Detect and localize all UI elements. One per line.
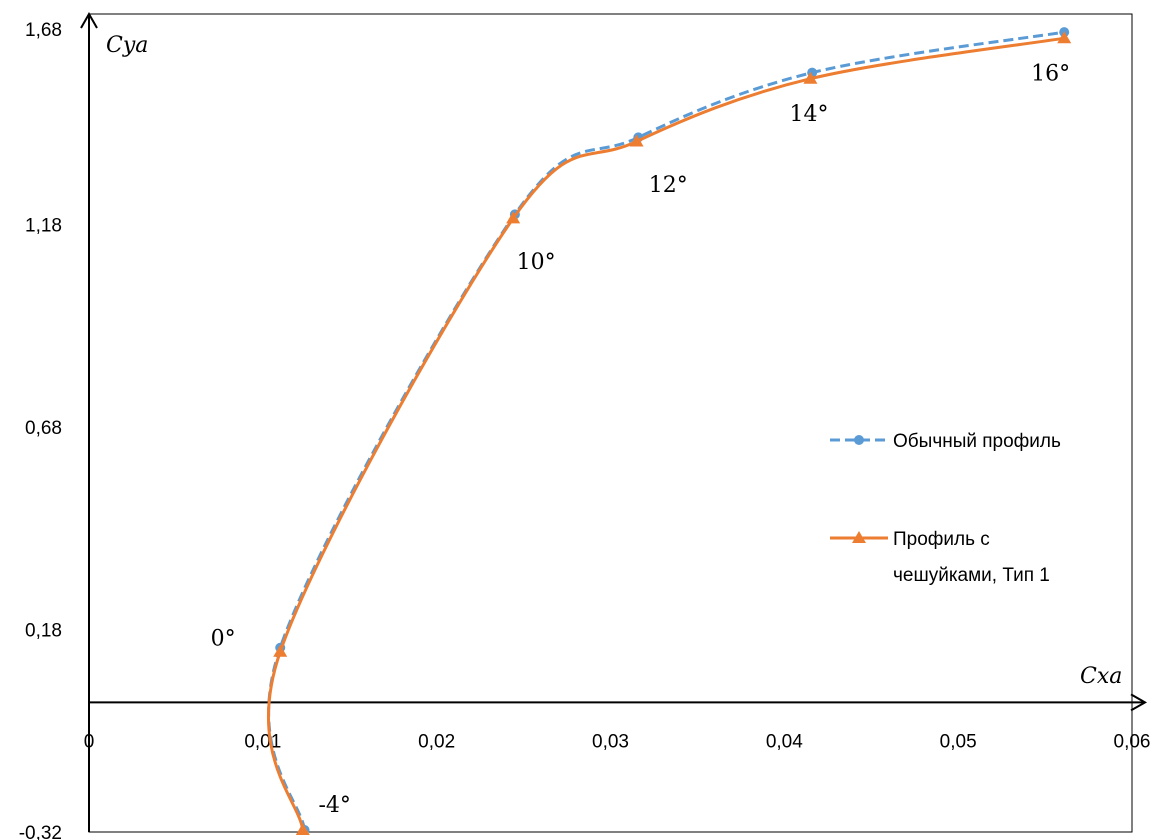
legend-label: чешуйками, Тип 1 xyxy=(893,565,1050,586)
angle-label: 12° xyxy=(649,173,688,198)
data-point xyxy=(1057,31,1072,44)
angle-label: 10° xyxy=(517,250,556,275)
y-tick-label: 1,18 xyxy=(25,216,62,237)
y-axis-title: Cya xyxy=(106,33,148,58)
data-point xyxy=(295,822,310,835)
series-line xyxy=(267,36,1065,831)
x-tick-label: 0,06 xyxy=(1114,731,1151,752)
y-axis-arrow xyxy=(80,11,98,29)
data-point xyxy=(273,644,288,657)
labels-layer: -4° 0° 10° 12° 14° 16° xyxy=(211,62,1070,818)
x-tick-label: 0,02 xyxy=(418,731,455,752)
y-tick-label: 0,18 xyxy=(25,621,62,642)
x-axis-title: Cxa xyxy=(1080,664,1122,689)
y-tick-label: -0,32 xyxy=(19,823,62,840)
y-tick-label: 0,68 xyxy=(25,418,62,439)
data-point xyxy=(629,134,644,147)
x-tick-label: 0,01 xyxy=(244,731,281,752)
x-tick-label: 0,05 xyxy=(940,731,977,752)
legend-marker xyxy=(852,531,866,543)
legend-item: Профиль с чешуйками, Тип 1 xyxy=(830,529,1050,586)
angle-label: 0° xyxy=(211,627,236,652)
axes: 0 0,01 0,02 0,03 0,04 0,05 0,06 1,68 1,18 0,68 0,1… xyxy=(19,11,1151,840)
data-point xyxy=(803,71,818,84)
legend-label: Обычный профиль xyxy=(893,431,1061,452)
series-line xyxy=(267,30,1065,831)
series-layer xyxy=(267,27,1072,835)
x-tick-label: 0 xyxy=(84,731,95,752)
plot-frame xyxy=(88,13,1133,833)
x-tick-label: 0,03 xyxy=(592,731,629,752)
x-axis-arrow xyxy=(1130,693,1148,712)
angle-label: 14° xyxy=(790,102,829,127)
x-tick-label: 0,04 xyxy=(766,731,803,752)
legend-item: Обычный профиль xyxy=(830,431,1061,452)
legend-label: Профиль с xyxy=(893,529,990,550)
angle-label: -4° xyxy=(318,793,350,818)
series-2 xyxy=(267,31,1072,835)
legend-marker xyxy=(854,435,864,445)
angle-label: 16° xyxy=(1031,62,1070,87)
y-tick-label: 1,68 xyxy=(25,20,62,41)
legend: Обычный профиль Профиль с чешуйками, Тип 1 xyxy=(830,431,1061,586)
data-point xyxy=(506,211,521,224)
